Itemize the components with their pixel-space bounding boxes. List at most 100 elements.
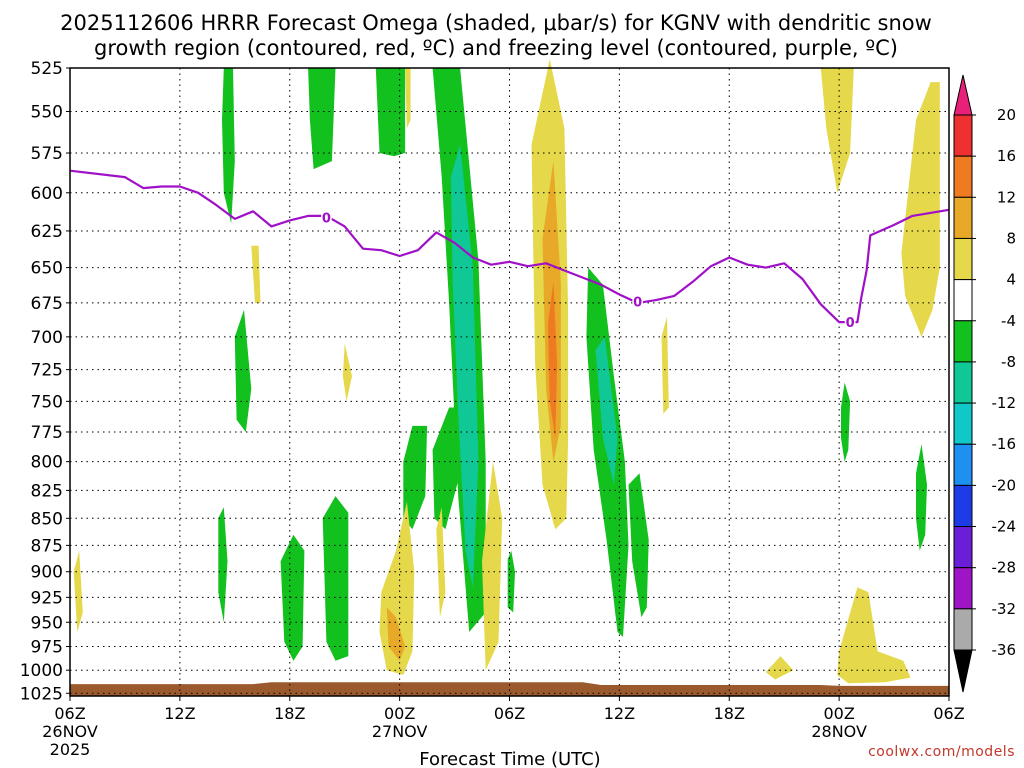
x-tick-label: 06Z <box>933 704 964 723</box>
y-tick-label: 550 <box>31 102 63 122</box>
colorbar-bin <box>953 155 973 198</box>
omega-region-10 <box>628 473 649 618</box>
x-date-label: 26NOV <box>42 722 98 741</box>
chart-title-line-1: 2025112606 HRRR Forecast Omega (shaded, … <box>60 11 932 35</box>
omega-region-25 <box>386 607 406 661</box>
y-tick-label: 875 <box>31 536 63 556</box>
x-tick-label: 18Z <box>714 704 745 723</box>
colorbar-tick-label: 16 <box>997 147 1016 165</box>
y-tick-label: 675 <box>31 294 63 314</box>
ground-fill <box>70 682 949 696</box>
y-tick-label: 975 <box>31 638 63 658</box>
colorbar-tick-label: -12 <box>992 394 1017 412</box>
colorbar-bin <box>953 402 973 445</box>
y-tick-label: 525 <box>31 59 63 79</box>
colorbar-bin <box>953 484 973 528</box>
omega-region-21 <box>405 68 411 129</box>
y-tick-label: 750 <box>31 392 63 412</box>
omega-region-30 <box>901 82 940 337</box>
y-tick-label: 900 <box>31 563 63 583</box>
grid-lines <box>70 68 949 696</box>
credit-text: coolwx.com/models <box>868 744 1015 760</box>
omega-region-17 <box>916 444 927 551</box>
y-tick-label: 925 <box>31 588 63 608</box>
freezing-level-label-3: 0 <box>846 316 855 331</box>
x-tick-label: 12Z <box>604 704 635 723</box>
y-tick-label: 1025 <box>20 684 63 704</box>
omega-region-4 <box>432 407 461 530</box>
omega-region-11 <box>222 68 235 224</box>
freezing-level: 0 0 0 <box>69 169 950 333</box>
y-tick-label: 850 <box>31 509 63 529</box>
y-tick-label: 1000 <box>20 661 63 681</box>
x-tick-label: 06Z <box>494 704 525 723</box>
colorbar-tick-label: -32 <box>992 600 1017 618</box>
colorbar-tick-label: -36 <box>992 641 1017 659</box>
omega-region-13 <box>218 507 228 623</box>
ground-layer <box>70 682 949 696</box>
colorbar-bin <box>953 608 973 651</box>
omega-region-14 <box>308 68 336 170</box>
y-tick-label: 575 <box>31 144 63 164</box>
omega-region-15 <box>403 425 428 530</box>
colorbar-bin <box>953 443 973 486</box>
y-axis: 525 550 575 600 625 650 675 700 725 750 775 800 825 8… <box>20 59 70 704</box>
colorbar-tick-label: 12 <box>997 188 1016 206</box>
omega-region-9 <box>595 336 618 485</box>
colorbar-top-arrow <box>953 74 973 116</box>
x-year-label: 2025 <box>50 740 91 759</box>
colorbar-bin <box>953 196 973 239</box>
y-tick-label: 700 <box>31 328 63 348</box>
freezing-level-line <box>69 169 950 324</box>
omega-region-23 <box>342 343 352 402</box>
x-tick-label: 18Z <box>274 704 305 723</box>
y-tick-label: 650 <box>31 259 63 279</box>
x-date-label: 28NOV <box>811 722 867 741</box>
omega-region-29 <box>820 68 854 193</box>
omega-region-32 <box>765 656 794 680</box>
colorbar-tick-label: -20 <box>992 476 1017 494</box>
colorbar-bottom-arrow <box>953 649 973 693</box>
colorbar-tick-label: -28 <box>992 559 1017 577</box>
x-tick-label: 00Z <box>384 704 415 723</box>
omega-shading <box>73 59 940 684</box>
omega-region-31 <box>837 587 911 684</box>
omega-region-2 <box>322 496 349 661</box>
colorbar-tick-label: -8 <box>1001 353 1016 371</box>
freezing-level-label-2: 0 <box>633 295 642 310</box>
y-tick-label: 625 <box>31 222 63 242</box>
omega-region-33 <box>73 550 83 632</box>
colorbar-bin <box>953 320 973 363</box>
omega-region-20 <box>548 281 558 438</box>
colorbar-tick-label: -24 <box>992 518 1017 536</box>
x-tick-label: 00Z <box>823 704 854 723</box>
colorbar-bin <box>953 567 973 610</box>
plot-area: 0 0 0 <box>69 59 950 697</box>
omega-region-26 <box>482 461 503 671</box>
x-tick-label: 06Z <box>54 704 85 723</box>
colorbar-bin <box>953 361 973 404</box>
colorbar-tick-label: 20 <box>997 106 1016 124</box>
colorbar-tick-label: -16 <box>992 435 1017 453</box>
colorbar-bin <box>953 114 973 157</box>
colorbar-tick-label: 8 <box>1006 229 1016 247</box>
x-tick-label: 12Z <box>164 704 195 723</box>
omega-region-3 <box>375 68 406 157</box>
y-tick-label: 775 <box>31 423 63 443</box>
omega-region-16 <box>841 382 851 462</box>
colorbar-bin <box>953 237 973 281</box>
y-tick-label: 600 <box>31 184 63 204</box>
y-tick-label: 800 <box>31 453 63 473</box>
freezing-level-label-1: 0 <box>322 211 331 226</box>
omega-region-22 <box>251 245 261 303</box>
colorbar-bin <box>953 279 973 322</box>
x-date-label: 27NOV <box>372 722 428 741</box>
x-axis-label: Forecast Time (UTC) <box>419 749 600 768</box>
y-tick-label: 725 <box>31 361 63 381</box>
chart-title-line-2: growth region (contoured, red, ºC) and f… <box>94 36 898 60</box>
y-tick-label: 950 <box>31 613 63 633</box>
colorbar-tick-label: 4 <box>1006 271 1016 289</box>
colorbar-bin <box>953 526 973 569</box>
